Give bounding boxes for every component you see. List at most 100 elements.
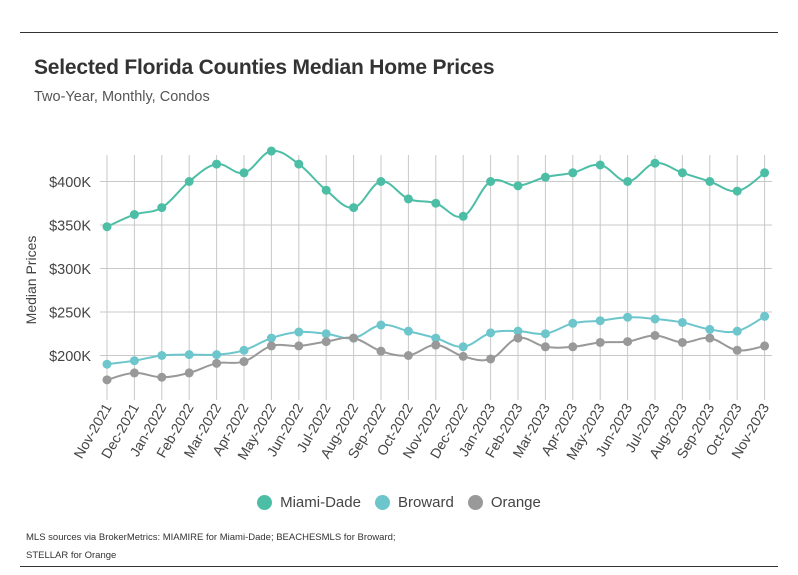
data-point-miami-dade: [760, 168, 770, 178]
data-point-miami-dade: [486, 177, 496, 186]
data-point-broward: [129, 356, 139, 366]
data-point-broward: [458, 342, 468, 352]
top-rule: [20, 32, 778, 33]
data-point-miami-dade: [677, 168, 687, 178]
data-point-miami-dade: [513, 181, 523, 191]
data-point-miami-dade: [540, 172, 550, 182]
source-line: MLS sources via BrokerMetrics: MIAMIRE f…: [26, 532, 396, 543]
data-point-orange: [595, 337, 605, 347]
data-point-miami-dade: [623, 177, 633, 186]
data-point-orange: [568, 342, 578, 352]
y-tick-label: $400K: [49, 175, 91, 191]
chart-subtitle: Two-Year, Monthly, Condos: [34, 89, 210, 105]
legend: Miami-Dade Broward Orange: [0, 494, 798, 511]
y-tick-label: $350K: [49, 219, 91, 235]
data-point-orange: [540, 342, 550, 352]
data-point-broward: [266, 333, 276, 343]
legend-item-orange: Orange: [467, 494, 541, 511]
data-point-orange: [294, 341, 304, 351]
data-point-miami-dade: [157, 203, 167, 213]
data-point-broward: [568, 318, 578, 328]
source-note: MLS sources via BrokerMetrics: MIAMIRE f…: [26, 529, 396, 565]
data-point-miami-dade: [705, 177, 715, 186]
data-point-orange: [184, 368, 194, 378]
data-point-broward: [760, 311, 770, 321]
legend-dot-icon: [467, 495, 483, 510]
data-point-orange: [677, 337, 687, 347]
legend-dot-icon: [374, 495, 390, 510]
data-point-broward: [184, 350, 194, 360]
series-layer: [102, 146, 770, 385]
y-tick-label: $250K: [49, 306, 91, 322]
data-point-broward: [595, 316, 605, 326]
data-point-miami-dade: [129, 210, 139, 220]
data-point-miami-dade: [732, 186, 742, 196]
data-point-orange: [403, 351, 413, 360]
y-tick-label: $200K: [49, 349, 91, 365]
y-axis-label: Median Prices: [23, 236, 39, 325]
bottom-rule: [20, 566, 778, 567]
data-point-orange: [705, 333, 715, 343]
data-point-miami-dade: [650, 158, 660, 168]
chart-title: Selected Florida Counties Median Home Pr…: [34, 56, 495, 79]
data-point-orange: [458, 351, 468, 361]
data-point-miami-dade: [349, 203, 359, 213]
data-point-broward: [623, 312, 633, 322]
data-point-orange: [760, 341, 770, 351]
data-point-miami-dade: [376, 177, 386, 186]
data-point-orange: [102, 375, 112, 385]
data-point-orange: [486, 354, 496, 364]
data-point-miami-dade: [239, 168, 249, 178]
data-point-orange: [212, 358, 222, 368]
data-point-miami-dade: [403, 194, 413, 204]
data-point-miami-dade: [102, 222, 112, 232]
data-point-miami-dade: [595, 160, 605, 170]
data-point-broward: [157, 351, 167, 360]
data-point-miami-dade: [321, 185, 331, 195]
data-point-broward: [102, 359, 112, 369]
data-point-orange: [321, 337, 331, 347]
legend-label: Broward: [397, 494, 454, 511]
data-point-miami-dade: [184, 177, 194, 186]
data-point-orange: [157, 372, 167, 382]
source-line: STELLAR for Orange: [26, 550, 117, 561]
data-point-miami-dade: [266, 146, 276, 156]
y-tick-label: $300K: [49, 262, 91, 278]
legend-label: Miami-Dade: [280, 494, 361, 511]
data-point-miami-dade: [568, 168, 578, 178]
data-point-broward: [212, 350, 222, 360]
data-point-orange: [239, 357, 249, 367]
legend-dot-icon: [257, 495, 273, 510]
grid-layer: [100, 155, 772, 400]
data-point-broward: [486, 328, 496, 338]
data-point-broward: [431, 333, 441, 343]
data-point-orange: [376, 346, 386, 356]
legend-item-broward: Broward: [374, 494, 454, 511]
data-point-miami-dade: [294, 159, 304, 169]
data-point-broward: [403, 326, 413, 336]
data-point-broward: [376, 320, 386, 330]
data-point-orange: [129, 368, 139, 378]
data-point-broward: [540, 329, 550, 339]
data-point-broward: [239, 345, 249, 355]
data-point-orange: [349, 333, 359, 343]
data-point-orange: [650, 330, 660, 340]
data-point-broward: [321, 329, 331, 339]
data-point-broward: [513, 326, 523, 336]
data-point-broward: [705, 324, 715, 334]
data-point-orange: [732, 345, 742, 355]
axis-layer: $200K$250K$300K$350K$400KNov-2021Dec-202…: [49, 175, 772, 462]
data-point-broward: [677, 317, 687, 327]
data-point-broward: [650, 314, 660, 324]
legend-item-miami-dade: Miami-Dade: [257, 494, 361, 511]
data-point-orange: [513, 333, 523, 343]
data-point-broward: [294, 327, 304, 337]
data-point-orange: [266, 341, 276, 351]
data-point-orange: [431, 340, 441, 350]
data-point-broward: [732, 326, 742, 336]
legend-label: Orange: [490, 494, 541, 511]
data-point-orange: [623, 337, 633, 347]
data-point-miami-dade: [458, 211, 468, 221]
data-point-miami-dade: [212, 159, 222, 169]
